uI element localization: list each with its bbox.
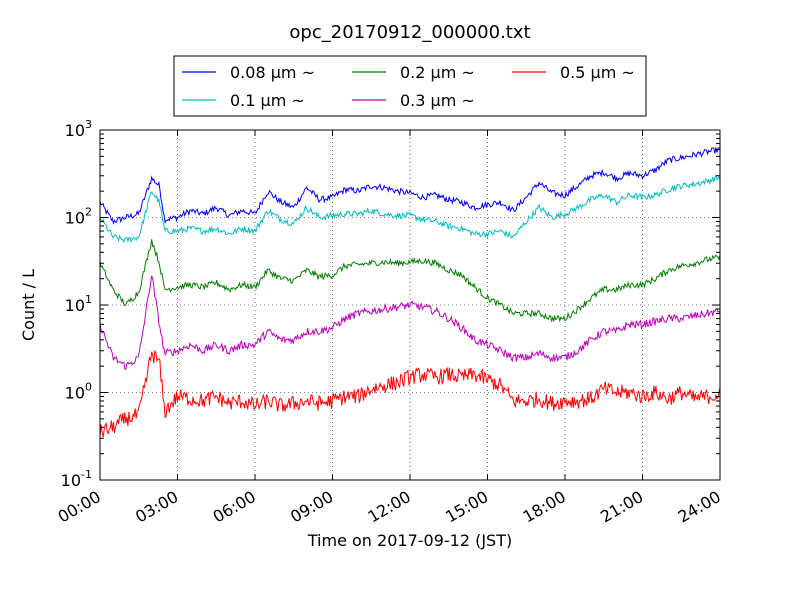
x-tick-label: 18:00 xyxy=(520,487,569,527)
y-axis-label: Count / L xyxy=(19,269,38,341)
series-line-3 xyxy=(99,275,721,370)
legend-label: 0.5 μm ~ xyxy=(560,63,635,82)
legend-box xyxy=(173,55,647,117)
y-tick-label: 101 xyxy=(65,293,92,315)
x-tick-label: 21:00 xyxy=(597,487,646,527)
axis-ticks xyxy=(99,129,721,481)
series-line-1 xyxy=(99,173,721,244)
series-line-0 xyxy=(99,146,721,225)
y-tick-label: 100 xyxy=(65,381,92,403)
legend-label: 0.08 μm ~ xyxy=(230,63,315,82)
y-tick-label: 103 xyxy=(65,118,92,140)
legend-label: 0.3 μm ~ xyxy=(400,91,475,110)
y-tick-label: 102 xyxy=(65,206,92,228)
legend: 0.08 μm ~ 0.2 μm ~ 0.5 μm ~ 0.1 μm ~ 0.3 μm … xyxy=(173,55,647,117)
x-tick-label: 06:00 xyxy=(210,487,259,527)
x-tick-label: 00:00 xyxy=(55,487,104,527)
legend-label: 0.1 μm ~ xyxy=(230,91,305,110)
series-lines xyxy=(99,146,721,438)
x-axis-label: Time on 2017-09-12 (JST) xyxy=(307,531,512,550)
y-tick-label: 10-1 xyxy=(61,468,92,490)
x-tick-label: 24:00 xyxy=(675,487,724,527)
chart-title: opc_20170912_000000.txt xyxy=(289,22,530,43)
x-tick-label: 09:00 xyxy=(287,487,336,527)
x-tick-labels: 00:00 03:00 06:00 09:00 12:00 15:00 18:00 21:00… xyxy=(55,487,724,527)
legend-label: 0.2 μm ~ xyxy=(400,63,475,82)
y-tick-labels: 10-1 100 101 102 103 xyxy=(61,118,92,490)
series-line-4 xyxy=(99,350,721,438)
x-tick-label: 15:00 xyxy=(442,487,491,527)
x-tick-label: 12:00 xyxy=(365,487,414,527)
x-tick-label: 03:00 xyxy=(132,487,181,527)
series-line-2 xyxy=(99,239,721,323)
